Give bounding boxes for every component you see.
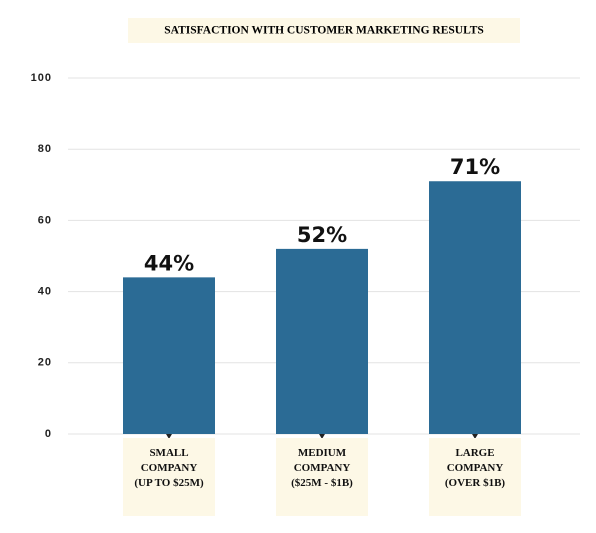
- bar: [276, 248, 368, 434]
- bar: [123, 277, 215, 434]
- tick-pointer: [472, 434, 478, 439]
- tick-pointer: [166, 434, 172, 439]
- y-tick-label: 40: [38, 286, 52, 298]
- x-tick-label: MEDIUM COMPANY ($25M - $1B): [276, 438, 368, 516]
- tick-pointer: [319, 434, 325, 439]
- y-tick-label: 100: [31, 72, 52, 84]
- x-tick-label: LARGE COMPANY (OVER $1B): [429, 438, 521, 516]
- value-label: 44%: [144, 251, 194, 275]
- value-label: 71%: [450, 155, 500, 179]
- bar: [429, 181, 521, 434]
- y-tick-label: 80: [38, 143, 52, 155]
- title-box: [128, 18, 520, 43]
- y-tick-label: 0: [45, 428, 52, 440]
- chart-title: SATISFACTION WITH CUSTOMER MARKETING RES…: [164, 25, 484, 37]
- x-tick-label: SMALL COMPANY (UP TO $25M): [123, 438, 215, 516]
- value-label: 52%: [297, 223, 347, 247]
- y-tick-label: 20: [38, 357, 52, 369]
- y-tick-label: 60: [38, 214, 52, 226]
